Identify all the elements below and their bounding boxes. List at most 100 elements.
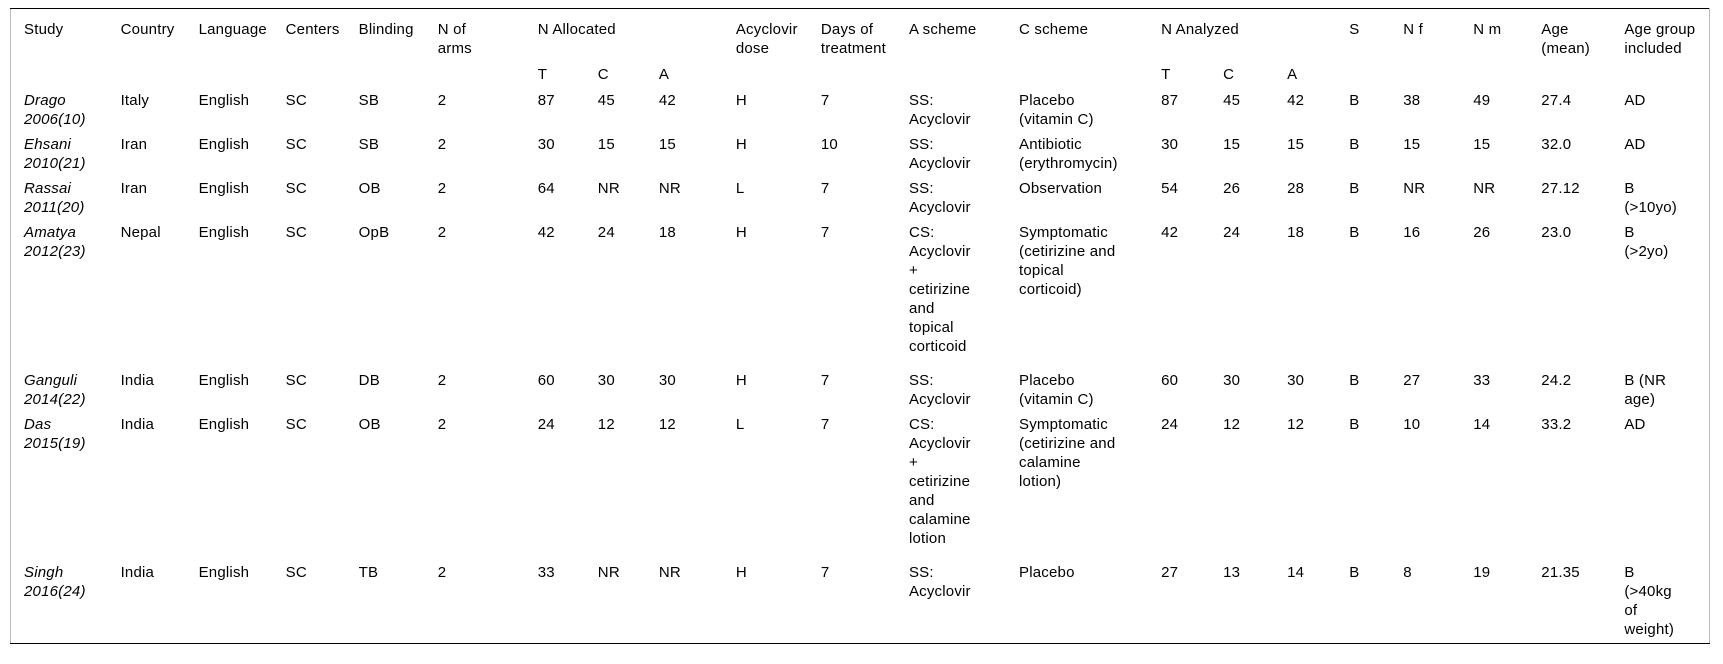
- cell-n-male: 26: [1473, 223, 1491, 241]
- cell-n-male: 14: [1473, 415, 1491, 433]
- cell-acyclovir-dose: H: [735, 135, 747, 153]
- cell-days-of-treatment: 7: [820, 91, 830, 109]
- subcolumn-header-allocated-c: C: [597, 65, 609, 83]
- cell-a-scheme: CS: Acyclovir + cetirizine and topical c…: [908, 223, 971, 355]
- cell-analyzed-a: 14: [1287, 563, 1305, 581]
- cell-allocated-t: 87: [537, 91, 555, 109]
- cell-study: Das 2015(19): [24, 415, 86, 452]
- header-row: Study Country Language Centers Blinding …: [11, 9, 1710, 65]
- cell-blinding: SB: [358, 135, 380, 153]
- cell-analyzed-c: 30: [1223, 371, 1241, 389]
- cell-allocated-a: 42: [658, 91, 676, 109]
- column-header-days-of-treatment: Days of treatment: [820, 21, 887, 57]
- cell-analyzed-a: 30: [1287, 371, 1305, 389]
- cell-days-of-treatment: 7: [820, 415, 830, 433]
- column-header-age-mean: Age (mean): [1541, 21, 1590, 57]
- subheader-spacer: [1019, 65, 1161, 91]
- cell-study: Ehsani 2010(21): [24, 135, 86, 172]
- cell-n-female: 16: [1403, 223, 1421, 241]
- cell-allocated-t: 42: [537, 223, 555, 241]
- cell-acyclovir-dose: H: [735, 91, 747, 109]
- table-row: Singh 2016(24) India English SC TB 2 33 NR NR H 7 S…: [11, 563, 1710, 644]
- cell-a-scheme: SS: Acyclovir: [908, 371, 971, 408]
- cell-age-mean: 21.35: [1541, 563, 1580, 581]
- cell-acyclovir-dose: L: [735, 415, 745, 433]
- cell-n-male: NR: [1473, 179, 1496, 197]
- column-header-sex: S: [1349, 21, 1360, 38]
- cell-language: English: [198, 415, 250, 433]
- column-header-n-female: N f: [1403, 21, 1423, 38]
- cell-language: English: [198, 135, 250, 153]
- cell-age-group: AD: [1624, 135, 1646, 153]
- column-header-age-group: Age group included: [1624, 21, 1696, 57]
- cell-country: Iran: [120, 135, 148, 153]
- cell-centers: SC: [285, 415, 307, 433]
- cell-n-female: 8: [1403, 563, 1412, 581]
- cell-language: English: [198, 223, 250, 241]
- cell-sex: B: [1349, 223, 1360, 241]
- cell-n-female: 27: [1403, 371, 1421, 389]
- cell-sex: B: [1349, 135, 1360, 153]
- cell-age-group: B (>10yo): [1624, 179, 1678, 216]
- cell-days-of-treatment: 7: [820, 179, 830, 197]
- cell-analyzed-t: 27: [1161, 563, 1179, 581]
- cell-analyzed-c: 12: [1223, 415, 1241, 433]
- cell-analyzed-a: 18: [1287, 223, 1305, 241]
- cell-n-male: 19: [1473, 563, 1491, 581]
- cell-analyzed-c: 13: [1223, 563, 1241, 581]
- subheader-spacer: [736, 65, 821, 91]
- cell-centers: SC: [285, 563, 307, 581]
- cell-sex: B: [1349, 91, 1360, 109]
- column-header-n-male: N m: [1473, 21, 1502, 38]
- subheader-spacer: [359, 65, 438, 91]
- cell-c-scheme: Symptomatic (cetirizine and calamine lot…: [1019, 415, 1116, 490]
- cell-n-female: 10: [1403, 415, 1421, 433]
- cell-country: Iran: [120, 179, 148, 197]
- cell-age-group: AD: [1624, 415, 1646, 433]
- column-header-c-scheme: C scheme: [1019, 21, 1089, 38]
- cell-analyzed-a: 42: [1287, 91, 1305, 109]
- cell-study: Amatya 2012(23): [24, 223, 86, 260]
- table-body: Drago 2006(10) Italy English SC SB 2 87 45 42 H 7 S…: [11, 91, 1710, 644]
- cell-centers: SC: [285, 179, 307, 197]
- cell-n-of-arms: 2: [437, 223, 447, 241]
- cell-a-scheme: CS: Acyclovir + cetirizine and calamine …: [908, 415, 971, 547]
- cell-analyzed-t: 87: [1161, 91, 1179, 109]
- cell-analyzed-c: 45: [1223, 91, 1241, 109]
- cell-blinding: OB: [358, 415, 381, 433]
- cell-allocated-c: 12: [597, 415, 615, 433]
- cell-n-female: NR: [1403, 179, 1426, 197]
- cell-allocated-a: NR: [658, 179, 681, 197]
- subheader-spacer: [11, 65, 121, 91]
- cell-analyzed-c: 24: [1223, 223, 1241, 241]
- cell-blinding: OpB: [358, 223, 390, 241]
- cell-allocated-a: 12: [658, 415, 676, 433]
- table-row: Rassai 2011(20) Iran English SC OB 2 64 NR NR L 7 S…: [11, 179, 1710, 223]
- cell-sex: B: [1349, 415, 1360, 433]
- cell-age-mean: 24.2: [1541, 371, 1572, 389]
- cell-age-mean: 27.4: [1541, 91, 1572, 109]
- cell-language: English: [198, 563, 250, 581]
- cell-acyclovir-dose: H: [735, 563, 747, 581]
- cell-a-scheme: SS: Acyclovir: [908, 563, 971, 600]
- cell-age-mean: 32.0: [1541, 135, 1572, 153]
- cell-blinding: OB: [358, 179, 381, 197]
- study-characteristics-table: Study Country Language Centers Blinding …: [10, 8, 1710, 644]
- cell-centers: SC: [285, 135, 307, 153]
- cell-analyzed-t: 30: [1161, 135, 1179, 153]
- cell-study: Drago 2006(10): [24, 91, 86, 128]
- cell-sex: B: [1349, 371, 1360, 389]
- cell-allocated-c: 15: [597, 135, 615, 153]
- table-row: Ganguli 2014(22) India English SC DB 2 60 30 30 H…: [11, 371, 1710, 415]
- subheader-spacer: [199, 65, 286, 91]
- cell-allocated-c: 30: [597, 371, 615, 389]
- subheader-spacer: [121, 65, 199, 91]
- table-row: Amatya 2012(23) Nepal English SC OpB 2 42 24 18 H…: [11, 223, 1710, 371]
- cell-allocated-a: 15: [658, 135, 676, 153]
- cell-c-scheme: Antibiotic (erythromycin): [1019, 135, 1118, 172]
- subheader-spacer: [821, 65, 909, 91]
- cell-age-mean: 33.2: [1541, 415, 1572, 433]
- cell-n-of-arms: 2: [437, 371, 447, 389]
- cell-study: Rassai 2011(20): [24, 179, 85, 216]
- cell-n-of-arms: 2: [437, 135, 447, 153]
